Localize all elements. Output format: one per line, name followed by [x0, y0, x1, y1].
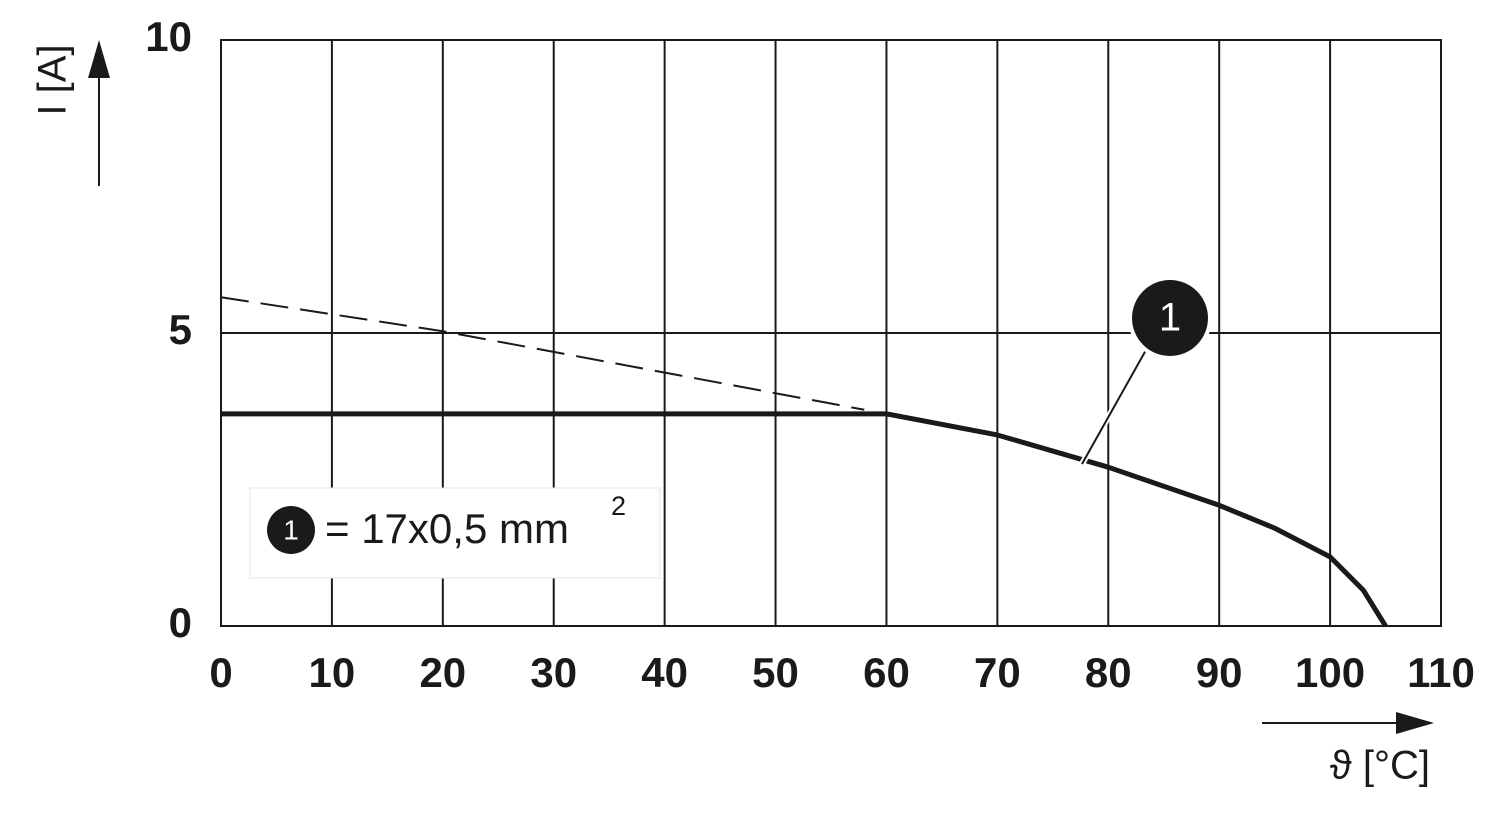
legend-badge [267, 506, 315, 554]
x-tick-label: 60 [863, 649, 910, 696]
callout-badge [1132, 280, 1208, 356]
x-axis-label: ϑ [°C] [1330, 744, 1430, 788]
legend-box [249, 487, 661, 579]
y-axis-label: I [A] [31, 44, 75, 115]
x-tick-label: 40 [641, 649, 688, 696]
y-tick-label: 0 [169, 599, 192, 646]
x-tick-label: 70 [974, 649, 1021, 696]
x-tick-label: 100 [1295, 649, 1365, 696]
y-axis-arrowhead [88, 40, 110, 78]
y-tick-label: 10 [145, 13, 192, 60]
x-axis-arrowhead [1396, 712, 1434, 734]
x-tick-label: 0 [209, 649, 232, 696]
y-tick-label: 5 [169, 306, 192, 353]
x-tick-label: 30 [530, 649, 577, 696]
x-tick-label: 110 [1407, 649, 1475, 696]
legend-text: = 17x0,5 mm [325, 505, 569, 552]
x-tick-label: 10 [309, 649, 356, 696]
x-tick-label: 20 [419, 649, 466, 696]
x-tick-label: 90 [1196, 649, 1243, 696]
x-tick-label: 50 [752, 649, 799, 696]
x-tick-label: 80 [1085, 649, 1132, 696]
callout-label: 1 [1159, 296, 1181, 340]
legend-superscript: 2 [611, 491, 626, 521]
callout-leader [1081, 349, 1147, 465]
dashed-line [220, 296, 865, 411]
legend-badge-label: 1 [283, 514, 299, 545]
curve [221, 411, 1388, 628]
